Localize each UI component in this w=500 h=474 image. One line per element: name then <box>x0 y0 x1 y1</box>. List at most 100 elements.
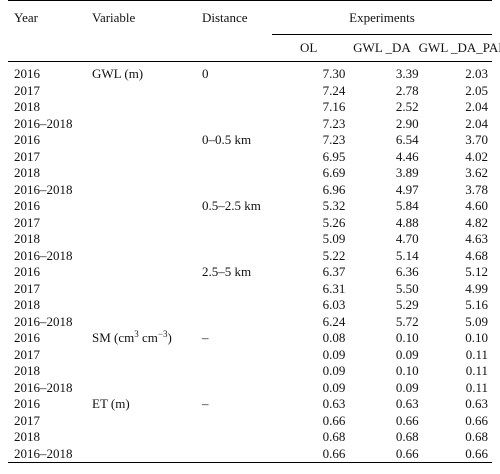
cell-gwl-da: 4.97 <box>395 181 419 197</box>
table-body: 2016 GWL (m) 0 7.30 3.39 2.03 2017 7.24 2.78 2.05… <box>8 62 492 463</box>
table-row: 2016–2018 6.96 4.97 3.78 <box>8 182 492 199</box>
cell-variable <box>92 99 202 116</box>
cell-gwl-da: 6.54 <box>395 132 419 147</box>
cell-gwl-da: 0.68 <box>395 429 419 444</box>
table-row: 2016 GWL (m) 0 7.30 3.39 2.03 <box>8 62 492 83</box>
table-row: 2018 6.69 3.89 3.62 <box>8 165 492 182</box>
cell-distance <box>202 429 272 446</box>
cell-year: 2016–2018 <box>14 181 73 197</box>
table-row: 2017 6.95 4.46 4.02 <box>8 149 492 166</box>
cell-gwl-da-par: 0.11 <box>465 346 488 362</box>
cell-distance <box>202 116 272 133</box>
cell-distance: 2.5–5 km <box>202 264 252 279</box>
cell-gwl-da-par: 2.05 <box>465 82 488 98</box>
cell-variable <box>92 198 202 215</box>
table-row: 2018 0.09 0.10 0.11 <box>8 363 492 380</box>
cell-gwl-da-par: 5.12 <box>465 264 488 279</box>
header-gwl-da: GWL _DA <box>345 34 419 62</box>
cell-variable <box>92 248 202 265</box>
cell-gwl-da: 4.46 <box>395 148 419 164</box>
table-row: 2016 ET (m) – 0.63 0.63 0.63 <box>8 396 492 413</box>
header-distance: Distance <box>202 0 272 35</box>
cell-variable: ET (m) <box>92 396 130 411</box>
cell-distance <box>202 363 272 380</box>
cell-year: 2017 <box>14 412 40 428</box>
table-row: 2016 0.5–2.5 km 5.32 5.84 4.60 <box>8 198 492 215</box>
cell-gwl-da-par: 2.04 <box>465 115 488 131</box>
cell-gwl-da-par: 0.66 <box>465 445 488 461</box>
cell-ol: 6.69 <box>322 165 346 180</box>
cell-ol: 0.08 <box>322 330 346 345</box>
cell-year: 2018 <box>14 363 40 378</box>
sm-label-part: 3 <box>134 329 139 339</box>
header-variable: Variable <box>92 0 202 35</box>
cell-gwl-da: 0.66 <box>395 412 419 428</box>
cell-ol: 6.96 <box>322 181 346 197</box>
table-row: 2016–2018 5.22 5.14 4.68 <box>8 248 492 265</box>
cell-variable <box>92 429 202 446</box>
cell-year: 2018 <box>14 99 40 114</box>
table-row: 2016 SM (cm3 cm−3) –0.08 0.10 0.10 <box>8 330 492 347</box>
sm-label-part: −3 <box>157 329 168 339</box>
table-row: 2018 6.03 5.29 5.16 <box>8 297 492 314</box>
table-row: 2016–2018 0.66 0.66 0.66 <box>8 446 492 463</box>
cell-gwl-da-par: 4.60 <box>465 198 488 213</box>
cell-year: 2017 <box>14 214 40 230</box>
cell-gwl-da: 2.90 <box>395 115 419 131</box>
cell-gwl-da: 5.14 <box>395 247 419 263</box>
cell-variable <box>92 347 202 364</box>
cell-distance <box>202 446 272 463</box>
cell-gwl-da-par: 0.11 <box>465 379 488 395</box>
cell-variable <box>92 182 202 199</box>
cell-ol: 6.03 <box>322 297 346 312</box>
cell-ol: 5.32 <box>322 198 346 213</box>
cell-distance <box>202 99 272 116</box>
cell-ol: 7.23 <box>322 132 346 147</box>
cell-gwl-da: 5.50 <box>395 280 419 296</box>
cell-gwl-da: 3.39 <box>395 66 419 81</box>
cell-year: 2017 <box>14 280 40 296</box>
sm-label-part: ) <box>167 330 172 345</box>
header-gwl-da-par: GWL _DA_PAR <box>418 34 500 62</box>
header-blank-year <box>8 34 92 62</box>
cell-ol: 6.24 <box>322 313 346 329</box>
cell-gwl-da: 0.10 <box>395 330 419 345</box>
table-row: 2016 2.5–5 km 6.37 6.36 5.12 <box>8 264 492 281</box>
cell-year: 2016–2018 <box>14 247 73 263</box>
cell-gwl-da: 0.09 <box>395 346 419 362</box>
cell-gwl-da: 0.09 <box>395 379 419 395</box>
cell-year: 2016 <box>14 264 40 279</box>
cell-gwl-da-par: 5.16 <box>465 297 488 312</box>
cell-distance <box>202 380 272 397</box>
cell-distance <box>202 314 272 331</box>
cell-year: 2016–2018 <box>14 115 73 131</box>
header-blank-variable <box>92 34 202 62</box>
sm-label-part: SM (cm <box>92 330 135 345</box>
cell-ol: 6.31 <box>322 280 346 296</box>
cell-gwl-da-par: 0.66 <box>465 412 488 428</box>
cell-year: 2016–2018 <box>14 445 73 461</box>
cell-gwl-da: 5.72 <box>395 313 419 329</box>
cell-gwl-da: 4.88 <box>395 214 419 230</box>
cell-gwl-da-par: 4.99 <box>465 280 488 296</box>
table-row: 2016–2018 6.24 5.72 5.09 <box>8 314 492 331</box>
cell-gwl-da-par: 2.04 <box>465 99 488 114</box>
cell-distance <box>202 182 272 199</box>
cell-variable <box>92 231 202 248</box>
cell-year: 2018 <box>14 165 40 180</box>
cell-distance: 0–0.5 km <box>202 132 252 147</box>
cell-distance <box>202 413 272 430</box>
cell-variable <box>92 314 202 331</box>
cell-variable <box>92 413 202 430</box>
cell-year: 2016–2018 <box>14 313 73 329</box>
table-row: 2017 5.26 4.88 4.82 <box>8 215 492 232</box>
cell-variable <box>92 149 202 166</box>
cell-variable <box>92 165 202 182</box>
table-row: 2017 6.31 5.50 4.99 <box>8 281 492 298</box>
cell-distance <box>202 165 272 182</box>
cell-ol: 0.09 <box>322 379 346 395</box>
cell-ol: 7.16 <box>322 99 346 114</box>
table-row: 2016–2018 0.09 0.09 0.11 <box>8 380 492 397</box>
cell-variable <box>92 281 202 298</box>
cell-year: 2016–2018 <box>14 379 73 395</box>
